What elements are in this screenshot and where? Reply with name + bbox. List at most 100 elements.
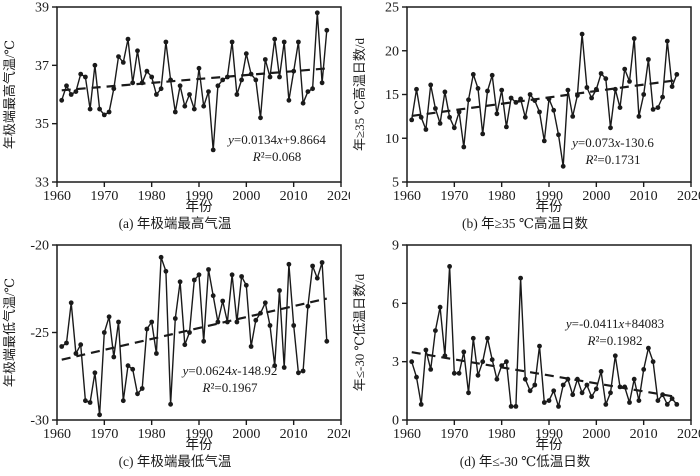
- x-tick-label: 1980: [488, 189, 516, 204]
- x-tick-label: 2020: [327, 427, 350, 442]
- data-point: [489, 357, 495, 363]
- data-point: [664, 38, 670, 44]
- data-point: [532, 98, 538, 103]
- data-point: [409, 359, 415, 365]
- data-point: [177, 279, 183, 285]
- data-point: [537, 109, 542, 115]
- data-point: [97, 106, 102, 112]
- data-point: [324, 338, 330, 344]
- data-point: [106, 314, 112, 320]
- data-point: [612, 86, 618, 92]
- data-point: [191, 277, 197, 283]
- data-point: [480, 131, 486, 137]
- data-point: [669, 396, 675, 401]
- data-point: [475, 372, 481, 378]
- chart-a-plot: 33 35 37 39 1960 1970 1980 1990 2000 2010 2020 年极端最…: [2, 1, 350, 215]
- y-tick-label: 20: [385, 44, 399, 59]
- chart-b-plot: 5 10 15 20 25 1960 1970 1980 1990 2000 2010 2020 年≥3…: [352, 1, 700, 215]
- data-point: [248, 344, 254, 349]
- data-point: [622, 66, 628, 72]
- x-tick-label: 1970: [90, 189, 118, 204]
- data-point: [489, 72, 495, 78]
- data-point: [220, 298, 226, 304]
- data-point: [437, 121, 443, 126]
- data-point: [499, 87, 505, 93]
- data-point: [622, 384, 628, 390]
- r-squared-label: R²=0.1731: [585, 152, 641, 167]
- data-point: [158, 86, 164, 92]
- chart-a-caption: (a) 年极端最高气温: [118, 216, 232, 231]
- data-series-line: [61, 12, 328, 150]
- data-point: [215, 83, 221, 89]
- data-point: [551, 388, 557, 394]
- r-squared-label: R²=0.1982: [587, 333, 643, 348]
- data-point: [617, 105, 623, 110]
- data-point: [579, 390, 585, 396]
- data-point: [210, 293, 216, 299]
- data-point: [97, 412, 102, 418]
- x-tick-label: 1980: [138, 189, 166, 204]
- data-point: [527, 388, 533, 394]
- data-point: [73, 351, 79, 356]
- data-point: [258, 115, 263, 121]
- data-point: [310, 263, 315, 269]
- data-point: [636, 114, 642, 119]
- data-point: [660, 392, 665, 398]
- data-point: [655, 398, 661, 403]
- regression-equation: y=0.0624x-148.92: [181, 363, 278, 378]
- data-point: [296, 39, 301, 45]
- x-tick-label: 2000: [232, 427, 260, 442]
- y-tick-label: 0: [392, 414, 399, 429]
- data-point: [92, 370, 98, 376]
- data-point: [537, 343, 542, 349]
- data-point: [646, 57, 651, 62]
- data-point: [92, 62, 98, 68]
- x-tick-label: 2000: [582, 427, 610, 442]
- y-axis-label: 年极端最高气温/℃: [2, 40, 17, 149]
- data-point: [168, 77, 174, 83]
- data-point: [149, 74, 155, 80]
- data-point: [627, 400, 632, 405]
- data-point: [664, 402, 670, 407]
- x-tick-label: 2010: [630, 427, 658, 442]
- axis-frame: [56, 244, 342, 421]
- data-point: [135, 391, 140, 397]
- data-point: [144, 326, 150, 332]
- data-point: [674, 72, 680, 77]
- data-point: [267, 74, 273, 80]
- data-point: [575, 376, 580, 382]
- data-point: [319, 80, 325, 86]
- data-point: [551, 107, 557, 113]
- data-point: [234, 92, 240, 97]
- chart-panel-b: 5 10 15 20 25 1960 1970 1980 1990 2000 2010 2020 年≥3…: [350, 0, 700, 238]
- data-point: [442, 353, 448, 359]
- data-point: [78, 71, 84, 77]
- data-point: [267, 323, 273, 328]
- data-point: [565, 87, 571, 93]
- data-point: [504, 359, 509, 365]
- data-point: [418, 402, 424, 407]
- y-axis-label: 年极端最低气温/℃: [2, 278, 17, 387]
- data-point: [234, 319, 240, 325]
- x-tick-label: 1960: [393, 427, 421, 442]
- data-point: [144, 68, 150, 74]
- x-axis-label: 年份: [536, 199, 564, 214]
- x-tick-label: 1970: [440, 189, 468, 204]
- data-point: [508, 95, 514, 101]
- data-point: [598, 369, 604, 374]
- trend-line: [61, 297, 328, 361]
- x-tick-label: 2010: [630, 189, 658, 204]
- data-point: [650, 359, 656, 365]
- data-point: [641, 92, 647, 97]
- data-point: [225, 74, 230, 80]
- regression-equation: y=0.0134x+9.8664: [226, 132, 326, 147]
- x-tick-label: 1990: [535, 189, 563, 204]
- y-tick-label: 5: [392, 176, 399, 191]
- data-point: [593, 386, 599, 392]
- data-point: [210, 147, 216, 153]
- data-point: [527, 92, 533, 97]
- data-point: [437, 304, 443, 310]
- y-tick-label: 35: [35, 117, 49, 132]
- data-point: [650, 107, 656, 112]
- x-tick-label: 1970: [440, 427, 468, 442]
